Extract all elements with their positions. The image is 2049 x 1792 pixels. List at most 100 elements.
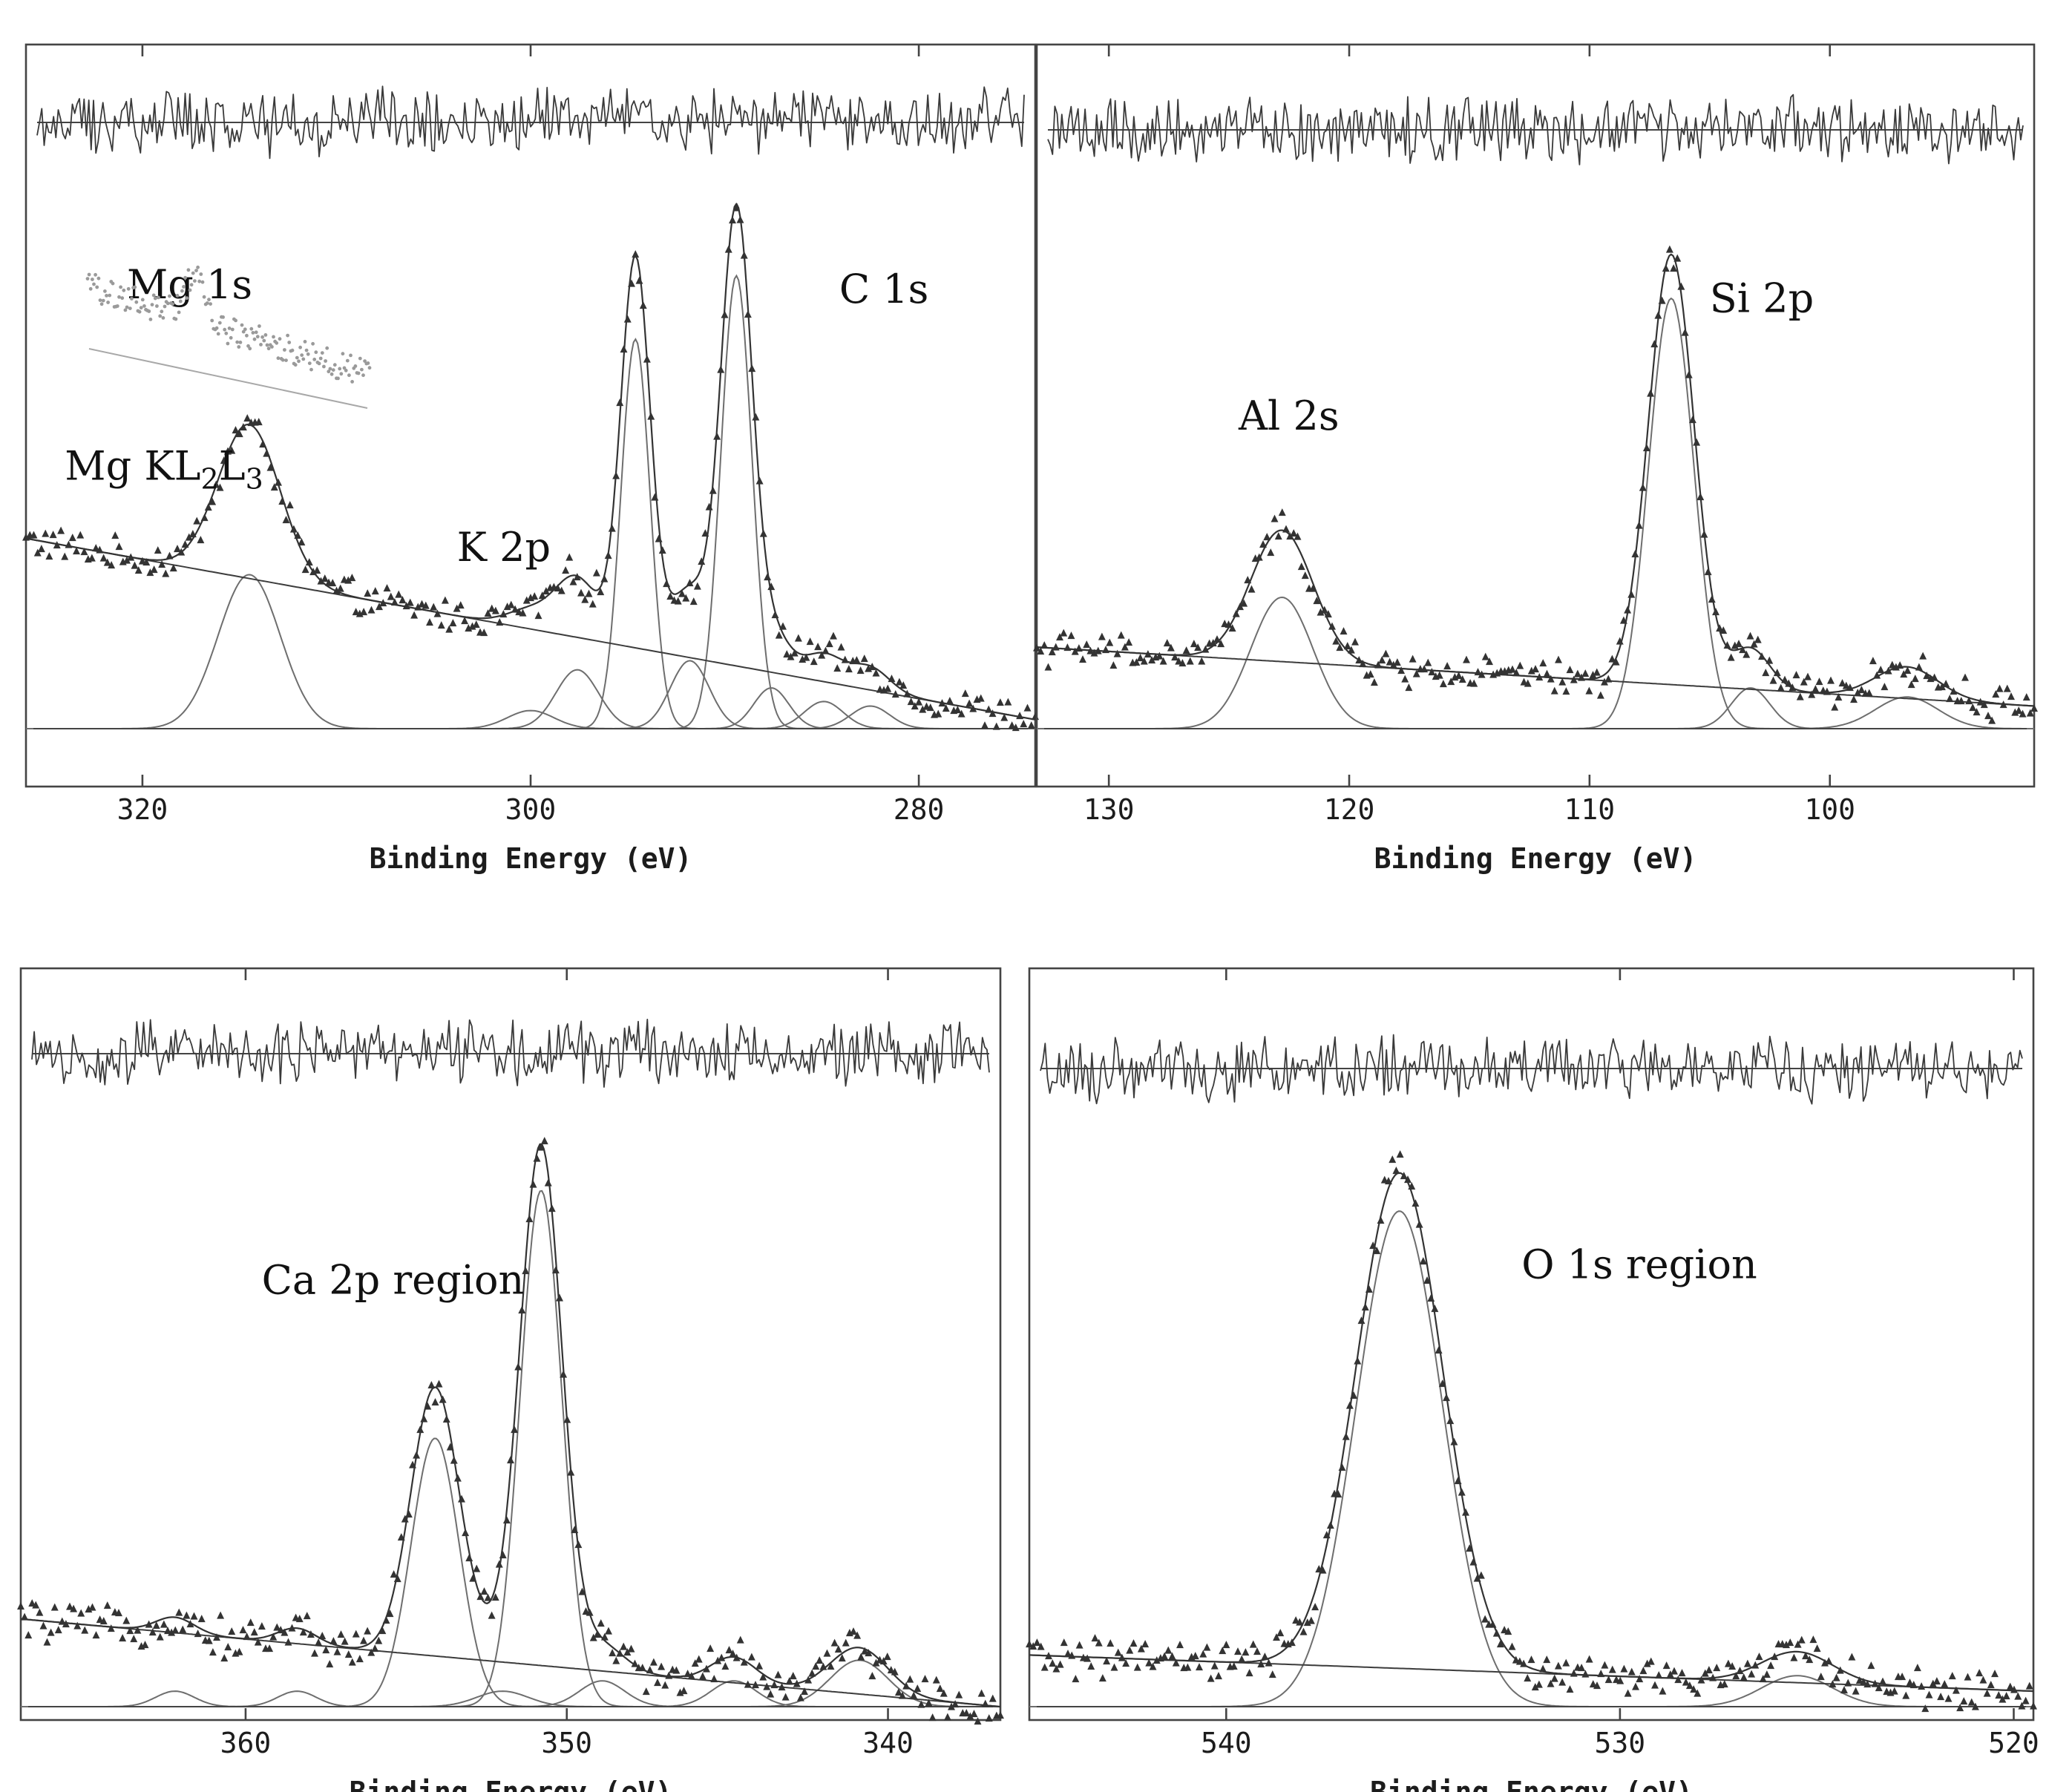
data-point-marker: ▲ [186, 531, 193, 542]
data-point-marker: ▲ [1098, 631, 1106, 642]
inset-data-point [193, 279, 197, 283]
data-point-marker: ▲ [410, 609, 418, 620]
data-point-marker: ▲ [1236, 601, 1244, 612]
inset-data-point [327, 370, 331, 374]
data-point-marker: ▲ [1354, 1355, 1361, 1366]
data-point-marker: ▲ [269, 1631, 277, 1642]
data-point-marker: ▲ [531, 591, 538, 602]
data-point-marker: ▲ [1524, 1673, 1531, 1684]
inset-data-point [322, 364, 326, 369]
data-point-marker: ▲ [1739, 643, 1746, 654]
data-point-marker: ▲ [542, 585, 550, 597]
data-point-marker: ▲ [139, 555, 146, 566]
data-point-marker: ▲ [1937, 1691, 1944, 1702]
data-point-marker: ▲ [1328, 620, 1336, 631]
data-point-marker: ▲ [2023, 692, 2030, 703]
data-point-marker: ▲ [116, 541, 123, 552]
data-point-marker: ▲ [77, 1607, 85, 1618]
inset-data-point [276, 356, 281, 361]
data-point-marker: ▲ [616, 396, 623, 407]
inset-data-point [197, 279, 202, 283]
data-point-marker: ▲ [1648, 1655, 1655, 1667]
peak-label: O 1s region [1521, 1241, 1757, 1288]
data-point-marker: ▲ [1794, 1638, 1802, 1650]
inset-data-point [189, 283, 194, 287]
inset-data-point [217, 321, 222, 325]
data-point-marker: ▲ [240, 421, 247, 432]
data-point-marker: ▲ [1332, 635, 1340, 646]
data-point-marker: ▲ [131, 559, 139, 571]
data-point-marker: ▲ [775, 1669, 782, 1680]
data-point-marker: ▲ [1961, 672, 1969, 683]
data-point-marker: ▲ [1666, 243, 1673, 255]
inset-data-point [234, 318, 237, 323]
inset-data-point [88, 286, 93, 291]
data-point-marker: ▲ [160, 1618, 168, 1629]
data-point-marker: ▲ [1359, 658, 1366, 669]
data-point-marker: ▲ [1315, 1563, 1322, 1575]
data-point-marker: ▲ [34, 547, 42, 558]
data-point-marker: ▲ [1804, 671, 1812, 682]
data-point-marker: ▲ [865, 1647, 872, 1658]
data-point-marker: ▲ [589, 598, 597, 609]
data-point-marker: ▲ [1613, 1674, 1620, 1685]
data-point-marker: ▲ [910, 1690, 917, 1701]
data-point-marker: ▲ [42, 528, 49, 539]
data-point-marker: ▲ [562, 565, 569, 576]
inset-data-point [230, 327, 235, 332]
inset-data-point [177, 310, 181, 315]
data-point-marker: ▲ [692, 1658, 699, 1669]
data-point-marker: ▲ [752, 1679, 759, 1690]
data-point-marker: ▲ [684, 1667, 692, 1678]
inset-data-point [243, 327, 247, 332]
data-point-marker: ▲ [315, 1636, 322, 1647]
data-point-marker: ▲ [845, 663, 853, 675]
data-point-marker: ▲ [1428, 666, 1435, 677]
data-point-marker: ▲ [1076, 1639, 1083, 1650]
inset-data-point [249, 326, 254, 331]
data-point-marker: ▲ [534, 1152, 541, 1164]
data-point-marker: ▲ [1567, 664, 1574, 675]
data-point-marker: ▲ [1682, 326, 1689, 338]
inset-data-point [338, 367, 342, 371]
data-point-marker: ▲ [1941, 1678, 1948, 1690]
data-point-marker: ▲ [1698, 1674, 1705, 1685]
data-point-marker: ▲ [1996, 683, 2004, 694]
data-point-marker: ▲ [772, 609, 779, 620]
data-point-marker: ▲ [44, 1636, 51, 1647]
data-point-marker: ▲ [1389, 1154, 1396, 1165]
data-point-marker: ▲ [1294, 531, 1302, 542]
data-point-marker: ▲ [1420, 663, 1428, 675]
data-point-marker: ▲ [1694, 1687, 1701, 1699]
data-point-marker: ▲ [420, 1413, 427, 1424]
data-point-marker: ▲ [1702, 1667, 1709, 1678]
data-point-marker: ▲ [2030, 1700, 2037, 1711]
data-point-marker: ▲ [842, 654, 849, 665]
data-point-marker: ▲ [2007, 691, 2015, 702]
data-point-marker: ▲ [663, 577, 670, 588]
data-point-marker: ▲ [971, 1707, 978, 1719]
data-point-marker: ▲ [1908, 678, 1915, 689]
data-point-marker: ▲ [1130, 1638, 1138, 1649]
data-point-marker: ▲ [1898, 1671, 1906, 1682]
data-point-marker: ▲ [675, 595, 682, 606]
data-point-marker: ▲ [721, 309, 729, 320]
data-point-marker: ▲ [164, 1624, 171, 1635]
data-point-marker: ▲ [1528, 665, 1535, 676]
data-point-marker: ▲ [1132, 656, 1140, 667]
data-point-marker: ▲ [849, 655, 856, 666]
data-point-marker: ▲ [1604, 673, 1612, 684]
data-point-marker: ▲ [1374, 659, 1382, 670]
data-point-marker: ▲ [473, 1563, 480, 1574]
inset-data-point [101, 298, 105, 303]
data-point-marker: ▲ [1029, 1641, 1037, 1652]
data-point-marker: ▲ [1501, 666, 1509, 677]
data-point-marker: ▲ [1118, 1652, 1126, 1663]
data-point-marker: ▲ [1153, 1654, 1161, 1665]
data-point-marker: ▲ [1134, 1661, 1141, 1673]
data-point-marker: ▲ [1394, 656, 1401, 667]
inset-data-point [92, 282, 96, 286]
data-point-marker: ▲ [997, 1710, 1004, 1721]
data-point-marker: ▲ [1348, 644, 1355, 655]
data-point-marker: ▲ [1725, 1658, 1732, 1669]
